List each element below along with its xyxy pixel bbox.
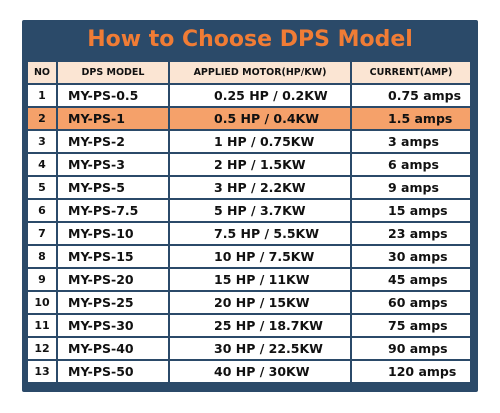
row-model: MY-PS-40 [58, 338, 168, 359]
row-current: 90 amps [352, 338, 470, 359]
row-model: MY-PS-2 [58, 131, 168, 152]
row-model: MY-PS-15 [58, 246, 168, 267]
row-model: MY-PS-30 [58, 315, 168, 336]
header-applied-motor: APPLIED MOTOR(HP/KW) [170, 62, 350, 83]
row-motor: 2 HP / 1.5KW [170, 154, 350, 175]
row-current: 15 amps [352, 200, 470, 221]
row-no: 8 [28, 246, 56, 267]
table-row: 12 MY-PS-40 30 HP / 22.5KW 90 amps [28, 338, 470, 359]
table-row: 6 MY-PS-7.5 5 HP / 3.7KW 15 amps [28, 200, 470, 221]
row-motor: 15 HP / 11KW [170, 269, 350, 290]
row-model: MY-PS-5 [58, 177, 168, 198]
row-no: 2 [28, 108, 56, 129]
row-model: MY-PS-20 [58, 269, 168, 290]
row-motor: 30 HP / 22.5KW [170, 338, 350, 359]
row-model: MY-PS-50 [58, 361, 168, 382]
row-motor: 0.25 HP / 0.2KW [170, 85, 350, 106]
row-no: 11 [28, 315, 56, 336]
table-row: 5 MY-PS-5 3 HP / 2.2KW 9 amps [28, 177, 470, 198]
table-row: 11 MY-PS-30 25 HP / 18.7KW 75 amps [28, 315, 470, 336]
row-motor: 20 HP / 15KW [170, 292, 350, 313]
row-motor: 0.5 HP / 0.4KW [170, 108, 350, 129]
row-model: MY-PS-3 [58, 154, 168, 175]
table-row: 8 MY-PS-15 10 HP / 7.5KW 30 amps [28, 246, 470, 267]
row-current: 1.5 amps [352, 108, 470, 129]
table-row: 10 MY-PS-25 20 HP / 15KW 60 amps [28, 292, 470, 313]
row-no: 6 [28, 200, 56, 221]
row-current: 30 amps [352, 246, 470, 267]
row-motor: 7.5 HP / 5.5KW [170, 223, 350, 244]
table-row: 7 MY-PS-10 7.5 HP / 5.5KW 23 amps [28, 223, 470, 244]
header-dps-model: DPS MODEL [58, 62, 168, 83]
row-model: MY-PS-10 [58, 223, 168, 244]
row-no: 10 [28, 292, 56, 313]
row-current: 9 amps [352, 177, 470, 198]
dps-model-table: NO DPS MODEL APPLIED MOTOR(HP/KW) CURREN… [26, 60, 472, 384]
row-motor: 3 HP / 2.2KW [170, 177, 350, 198]
row-no: 12 [28, 338, 56, 359]
row-model: MY-PS-25 [58, 292, 168, 313]
row-current: 23 amps [352, 223, 470, 244]
row-motor: 1 HP / 0.75KW [170, 131, 350, 152]
row-no: 7 [28, 223, 56, 244]
table-row: 13 MY-PS-50 40 HP / 30KW 120 amps [28, 361, 470, 382]
row-no: 5 [28, 177, 56, 198]
row-current: 120 amps [352, 361, 470, 382]
table-row: 9 MY-PS-20 15 HP / 11KW 45 amps [28, 269, 470, 290]
header-current: CURRENT(AMP) [352, 62, 470, 83]
row-model: MY-PS-1 [58, 108, 168, 129]
row-no: 3 [28, 131, 56, 152]
row-motor: 25 HP / 18.7KW [170, 315, 350, 336]
table-header-row: NO DPS MODEL APPLIED MOTOR(HP/KW) CURREN… [28, 62, 470, 83]
table-row: 4 MY-PS-3 2 HP / 1.5KW 6 amps [28, 154, 470, 175]
table-row: 1 MY-PS-0.5 0.25 HP / 0.2KW 0.75 amps [28, 85, 470, 106]
row-current: 6 amps [352, 154, 470, 175]
row-current: 0.75 amps [352, 85, 470, 106]
chart-title: How to Choose DPS Model [87, 27, 413, 52]
row-current: 45 amps [352, 269, 470, 290]
header-no: NO [28, 62, 56, 83]
row-motor: 40 HP / 30KW [170, 361, 350, 382]
row-no: 4 [28, 154, 56, 175]
row-no: 9 [28, 269, 56, 290]
row-current: 75 amps [352, 315, 470, 336]
row-motor: 10 HP / 7.5KW [170, 246, 350, 267]
row-no: 1 [28, 85, 56, 106]
row-model: MY-PS-7.5 [58, 200, 168, 221]
row-model: MY-PS-0.5 [58, 85, 168, 106]
table-row: 3 MY-PS-2 1 HP / 0.75KW 3 amps [28, 131, 470, 152]
row-current: 60 amps [352, 292, 470, 313]
row-current: 3 amps [352, 131, 470, 152]
row-no: 13 [28, 361, 56, 382]
table-row-highlighted: 2 MY-PS-1 0.5 HP / 0.4KW 1.5 amps [28, 108, 470, 129]
dps-selection-chart: How to Choose DPS Model NO DPS MODEL APP… [22, 20, 478, 392]
row-motor: 5 HP / 3.7KW [170, 200, 350, 221]
